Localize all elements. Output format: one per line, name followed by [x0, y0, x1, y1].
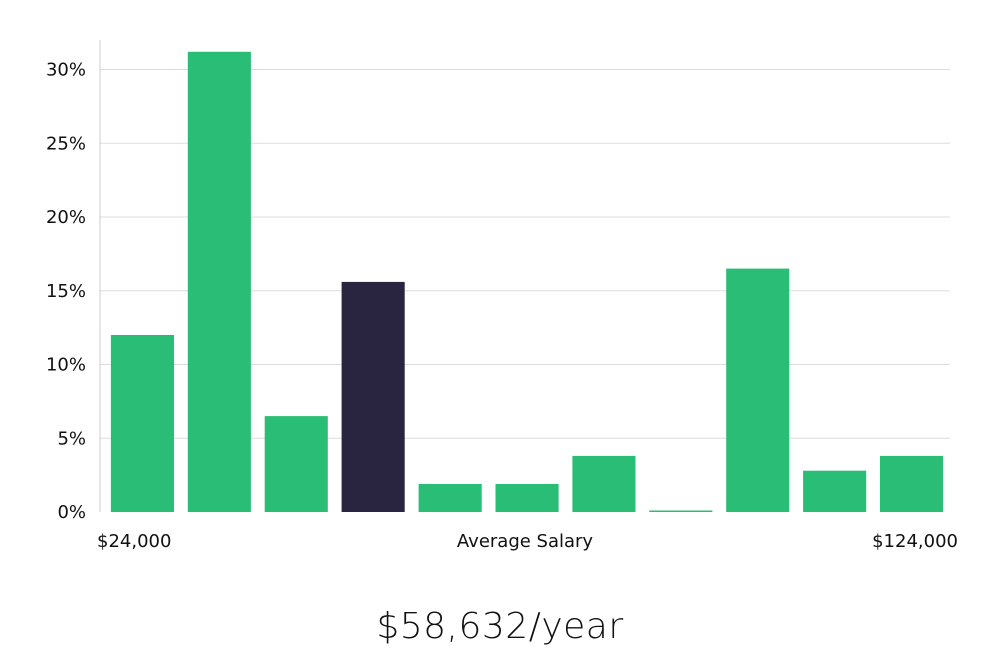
bar: [110, 335, 174, 512]
bar: [495, 484, 559, 512]
bars: [110, 51, 944, 513]
y-tick-label: 15%: [46, 281, 86, 302]
average-salary-figure: $58,632/year: [376, 606, 624, 647]
y-tick-labels: 0% 5% 10% 15% 20% 25% 30%: [46, 60, 86, 524]
y-tick-label: 0%: [57, 502, 86, 523]
x-axis-title: Average Salary: [457, 531, 594, 552]
y-tick-label: 25%: [46, 133, 86, 154]
bar: [649, 510, 713, 512]
y-tick-label: 20%: [46, 207, 86, 228]
y-tick-label: 10%: [46, 355, 86, 376]
x-max-label: $124,000: [872, 531, 958, 552]
y-tick-label: 30%: [46, 60, 86, 81]
bar: [803, 470, 867, 512]
bar: [418, 484, 482, 512]
bar: [187, 51, 251, 513]
bar: [264, 416, 328, 512]
x-min-label: $24,000: [97, 531, 171, 552]
bar-highlighted: [341, 281, 405, 512]
bar: [880, 455, 944, 512]
salary-histogram: 0% 5% 10% 15% 20% 25% 30% $24,000 Average Sala…: [46, 40, 958, 552]
y-tick-label: 5%: [57, 428, 86, 449]
bar: [726, 268, 790, 512]
bar: [572, 455, 636, 512]
